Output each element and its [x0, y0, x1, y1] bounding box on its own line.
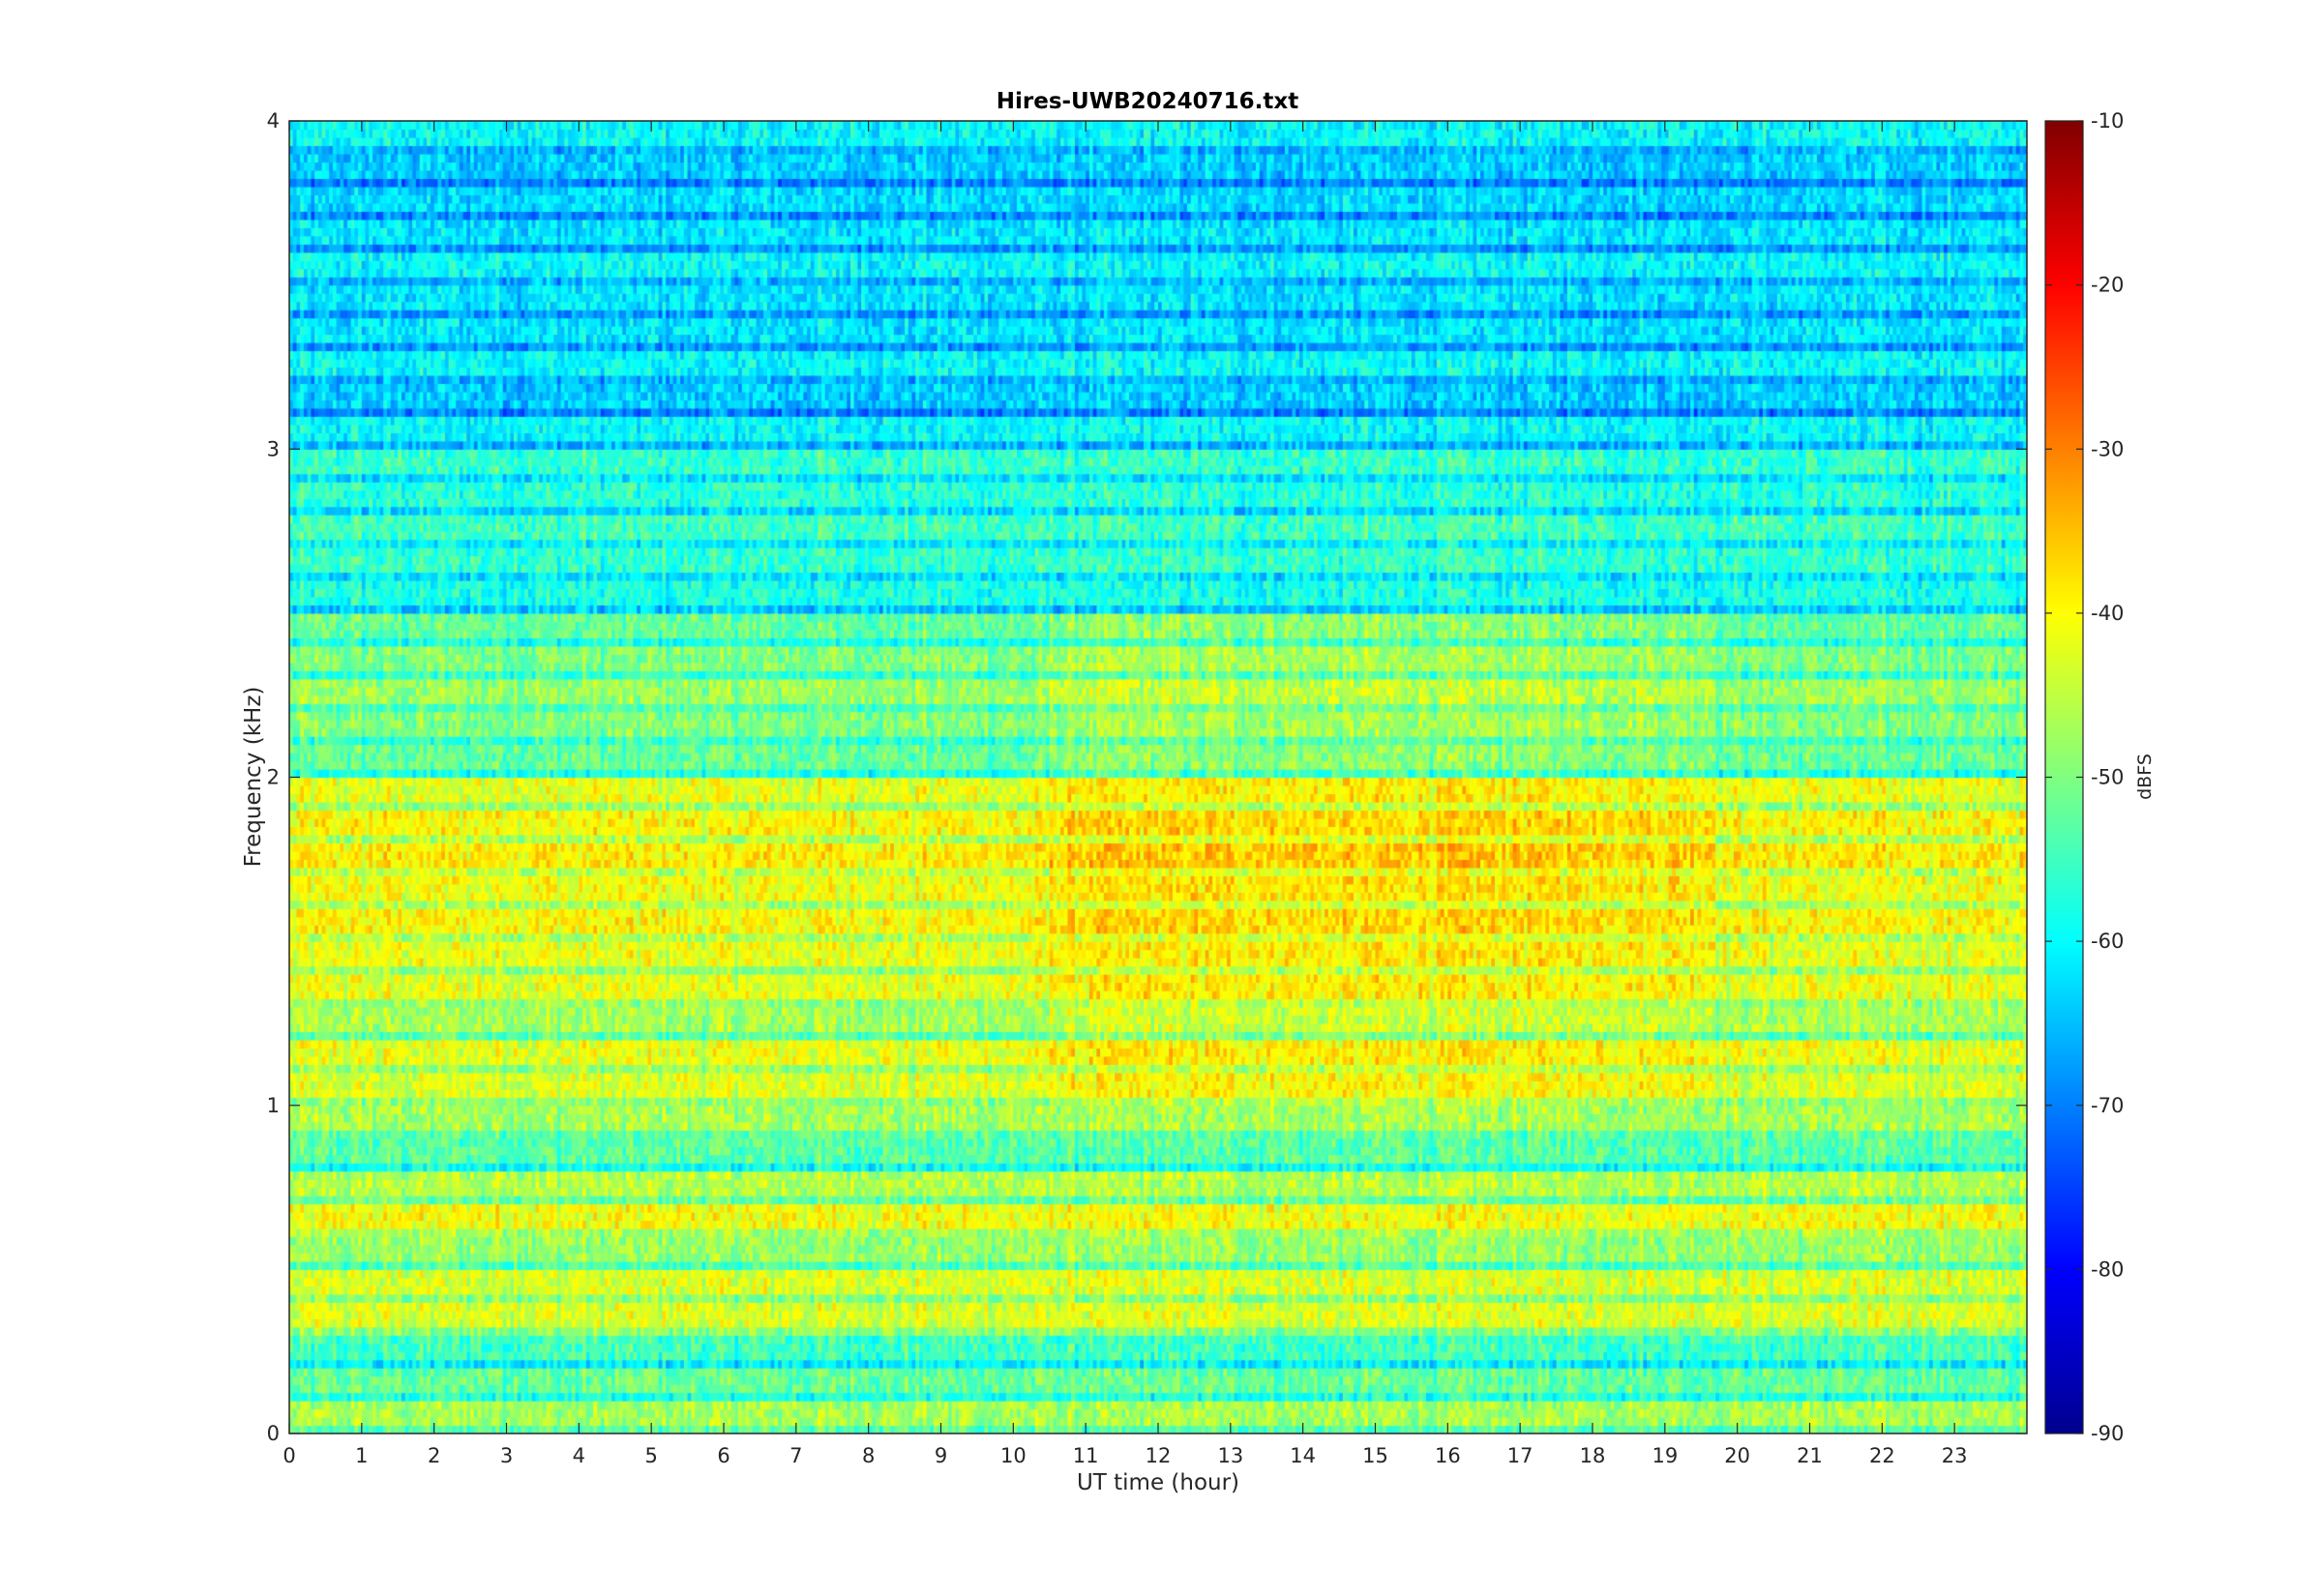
colorbar-tick-label: -90 — [2091, 1422, 2124, 1445]
y-tick-label: 4 — [267, 109, 280, 133]
colorbar: -90 -80 -70 -60 -50 -40 -30 -20 -10 dBFS — [2044, 109, 2156, 1445]
y-axis: 0 1 2 3 4 — [267, 109, 2027, 1445]
y-tick-label: 0 — [267, 1422, 280, 1445]
x-tick-label: 11 — [1073, 1444, 1099, 1467]
x-tick-label: 2 — [428, 1444, 440, 1467]
x-axis-label: UT time (hour) — [1077, 1470, 1239, 1495]
x-tick-label: 15 — [1362, 1444, 1388, 1467]
plot-area — [288, 120, 2028, 1434]
colorbar-tick-label: -10 — [2091, 109, 2124, 133]
colorbar-tick-label: -80 — [2091, 1257, 2124, 1281]
x-tick-label: 8 — [862, 1444, 875, 1467]
colorbar-ticks: -90 -80 -70 -60 -50 -40 -30 -20 -10 — [2045, 109, 2124, 1445]
x-tick-label: 16 — [1435, 1444, 1461, 1467]
colorbar-tick-label: -70 — [2091, 1094, 2124, 1117]
x-tick-label: 17 — [1507, 1444, 1533, 1467]
x-tick-label: 0 — [283, 1444, 295, 1467]
y-axis-label: Frequency (kHz) — [241, 687, 266, 868]
y-tick-label: 1 — [267, 1094, 280, 1117]
colorbar-tick-label: -20 — [2091, 274, 2124, 297]
colorbar-tick-label: -60 — [2091, 930, 2124, 953]
x-tick-label: 12 — [1146, 1444, 1172, 1467]
y-tick-label: 3 — [267, 437, 280, 460]
colorbar-label: dBFS — [2134, 754, 2156, 800]
x-tick-label: 4 — [573, 1444, 585, 1467]
x-tick-label: 6 — [717, 1444, 729, 1467]
x-tick-label: 5 — [644, 1444, 657, 1467]
colorbar-tick-label: -50 — [2091, 766, 2124, 789]
x-tick-label: 10 — [1000, 1444, 1027, 1467]
x-tick-label: 7 — [789, 1444, 802, 1467]
x-tick-label: 13 — [1217, 1444, 1243, 1467]
x-tick-label: 3 — [500, 1444, 513, 1467]
chart-title: Hires-UWB20240716.txt — [997, 89, 1298, 114]
x-tick-label: 22 — [1869, 1444, 1895, 1467]
colorbar-tick-label: -40 — [2091, 602, 2124, 625]
x-tick-label: 21 — [1797, 1444, 1823, 1467]
x-tick-label: 9 — [935, 1444, 947, 1467]
colorbar-tick-label: -30 — [2091, 437, 2124, 460]
y-tick-label: 2 — [267, 766, 280, 789]
spectrogram-heatmap — [289, 121, 2027, 1433]
x-tick-label: 14 — [1290, 1444, 1316, 1467]
x-tick-label: 19 — [1652, 1444, 1678, 1467]
x-tick-label: 1 — [355, 1444, 368, 1467]
x-tick-label: 18 — [1580, 1444, 1606, 1467]
x-tick-label: 20 — [1724, 1444, 1750, 1467]
x-axis: 0 1 2 3 4 5 6 7 8 9 10 11 12 13 14 15 16 17 18 19 20 21 22 23 — [283, 121, 1968, 1467]
x-tick-label: 23 — [1942, 1444, 1968, 1467]
